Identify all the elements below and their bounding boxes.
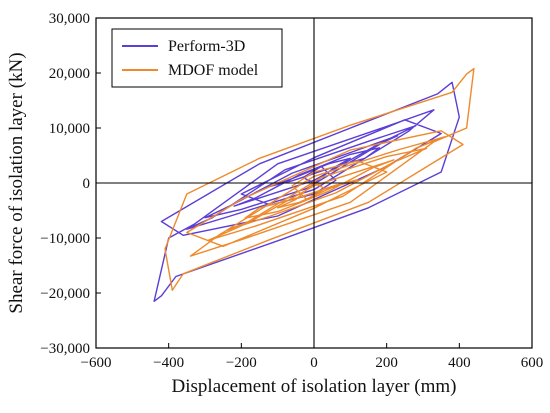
x-axis-title: Displacement of isolation layer (mm) <box>172 376 457 397</box>
x-tick-label: 0 <box>310 355 318 371</box>
legend-label-perform-3d: Perform-3D <box>168 38 245 55</box>
zero-lines <box>96 18 532 348</box>
x-tick-label: −400 <box>153 355 184 371</box>
y-tick-label: −20,000 <box>40 286 90 302</box>
y-tick-label: 20,000 <box>49 66 90 82</box>
x-tick-label: 200 <box>375 355 398 371</box>
x-tick-label: 600 <box>521 355 544 371</box>
x-tick-label: −200 <box>226 355 257 371</box>
y-tick-label: 10,000 <box>49 121 90 137</box>
y-tick-label: −30,000 <box>40 341 90 357</box>
legend: Perform-3D MDOF model <box>111 28 283 88</box>
x-tick-label: 400 <box>448 355 471 371</box>
legend-box <box>111 28 283 88</box>
y-tick-label: −10,000 <box>40 231 90 247</box>
axis-ticks: −600 −400 −200 0 200 400 600 30,000 20,000 10,000… <box>40 11 543 371</box>
series-line-perform-3d <box>153 81 460 302</box>
y-tick-label: 0 <box>83 176 91 192</box>
y-tick-label: 30,000 <box>49 11 90 27</box>
x-tick-label: −600 <box>81 355 112 371</box>
legend-label-mdof-model: MDOF model <box>168 62 259 79</box>
y-axis-title: Shear force of isolation layer (kN) <box>6 52 27 313</box>
